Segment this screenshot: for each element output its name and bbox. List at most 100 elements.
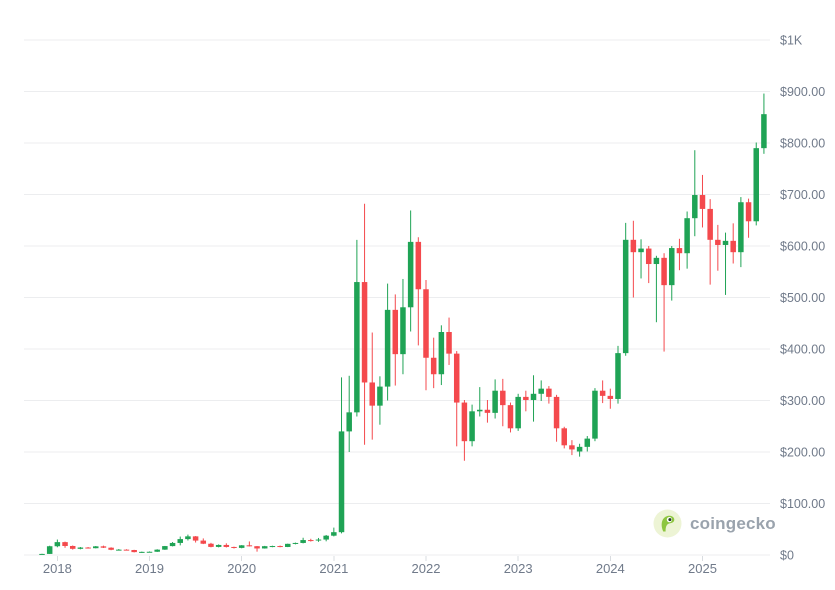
candle-2017-12[interactable]	[46, 545, 53, 554]
candle-2022-02[interactable]	[430, 337, 437, 389]
candle-2022-01[interactable]	[423, 279, 429, 391]
candle-2025-05[interactable]	[730, 223, 736, 264]
candle-2022-04[interactable]	[446, 317, 452, 365]
candle-2023-04[interactable]	[538, 380, 544, 402]
candle-2021-09[interactable]	[392, 294, 399, 386]
candle-2024-10[interactable]	[676, 238, 683, 271]
candle-2018-06[interactable]	[93, 545, 99, 549]
candle-2018-09[interactable]	[116, 549, 122, 551]
candle-2021-05[interactable]	[361, 203, 368, 445]
candle-2020-01[interactable]	[238, 545, 245, 549]
candle-2024-01[interactable]	[607, 388, 614, 409]
candle-2025-08[interactable]	[753, 142, 759, 226]
candle-2023-05[interactable]	[546, 386, 552, 404]
candle-2023-01[interactable]	[515, 393, 521, 431]
candle-2024-08[interactable]	[661, 253, 667, 352]
candle-2019-12[interactable]	[231, 546, 237, 549]
candle-2018-04[interactable]	[77, 547, 84, 550]
candle-2021-02[interactable]	[338, 377, 345, 534]
candle-2023-10[interactable]	[584, 436, 591, 452]
candle-2023-06[interactable]	[553, 394, 560, 442]
candle-2021-04[interactable]	[354, 239, 360, 417]
candle-2019-11[interactable]	[223, 543, 230, 548]
candle-2022-12[interactable]	[507, 402, 514, 433]
y-axis-label: $900.00	[780, 85, 825, 99]
candle-2022-05[interactable]	[453, 351, 460, 447]
candle-2020-07[interactable]	[285, 543, 291, 548]
candle-2018-10[interactable]	[123, 549, 130, 551]
candle-2022-08[interactable]	[477, 387, 483, 417]
candle-2020-08[interactable]	[292, 542, 299, 545]
candle-2019-04[interactable]	[169, 542, 176, 547]
candle-2025-04[interactable]	[722, 232, 729, 295]
candle-2025-09[interactable]	[761, 93, 767, 154]
candle-2023-11[interactable]	[592, 388, 598, 442]
candle-2020-10[interactable]	[308, 538, 314, 542]
x-axis-label: 2022	[412, 561, 441, 576]
candle-2021-06[interactable]	[369, 332, 375, 440]
candle-2021-01[interactable]	[331, 527, 337, 537]
candle-2023-12[interactable]	[599, 380, 606, 404]
candle-2022-11[interactable]	[500, 378, 506, 427]
candle-2020-05[interactable]	[269, 545, 276, 548]
candle-2020-02[interactable]	[246, 541, 253, 547]
candle-2018-03[interactable]	[69, 545, 76, 550]
y-axis-label: $400.00	[780, 343, 825, 357]
candle-2019-08[interactable]	[200, 538, 207, 545]
candle-2025-03[interactable]	[715, 224, 721, 271]
candle-2024-07[interactable]	[653, 255, 660, 323]
candle-2018-07[interactable]	[100, 545, 107, 548]
candle-2023-08[interactable]	[569, 440, 575, 456]
candle-2017-11[interactable]	[39, 553, 45, 555]
candle-2024-12[interactable]	[692, 150, 698, 237]
candle-2024-11[interactable]	[684, 211, 690, 269]
candle-2018-02[interactable]	[62, 541, 68, 548]
candle-2020-11[interactable]	[315, 537, 322, 542]
candle-2019-10[interactable]	[215, 544, 222, 548]
candle-2019-06[interactable]	[185, 534, 191, 541]
candle-2019-03[interactable]	[162, 545, 168, 550]
candle-2024-03[interactable]	[622, 222, 629, 356]
candle-2022-06[interactable]	[461, 399, 468, 461]
candle-2022-10[interactable]	[492, 379, 498, 419]
candle-2023-02[interactable]	[523, 390, 529, 412]
candle-2023-03[interactable]	[530, 375, 537, 422]
candle-2018-05[interactable]	[85, 547, 91, 549]
candle-2019-05[interactable]	[177, 536, 183, 546]
candle-2024-09[interactable]	[669, 246, 675, 301]
candle-2021-08[interactable]	[384, 283, 391, 401]
candle-2024-04[interactable]	[630, 220, 637, 298]
candle-2018-08[interactable]	[108, 547, 114, 551]
candle-2019-09[interactable]	[208, 542, 214, 548]
candle-2024-06[interactable]	[645, 246, 652, 284]
candle-2021-12[interactable]	[415, 237, 422, 346]
candle-2022-03[interactable]	[438, 325, 445, 386]
candle-2018-01[interactable]	[54, 539, 61, 548]
candle-2019-01[interactable]	[146, 551, 153, 553]
candle-2025-02[interactable]	[707, 199, 713, 285]
candle-2020-06[interactable]	[277, 545, 283, 548]
candle-2021-11[interactable]	[407, 210, 414, 332]
candle-2018-11[interactable]	[131, 549, 137, 553]
candle-2021-10[interactable]	[400, 278, 406, 375]
candle-2024-05[interactable]	[638, 239, 644, 279]
candle-2020-03[interactable]	[254, 546, 260, 552]
candle-2021-03[interactable]	[346, 375, 352, 452]
candle-2019-02[interactable]	[154, 549, 160, 552]
candle-2020-09[interactable]	[300, 537, 306, 544]
candle-2019-07[interactable]	[192, 536, 199, 543]
candle-2023-07[interactable]	[561, 426, 567, 449]
candle-2025-07[interactable]	[745, 198, 752, 238]
y-axis-label: $800.00	[780, 137, 825, 151]
candle-2025-01[interactable]	[699, 174, 706, 228]
candle-2024-02[interactable]	[615, 345, 621, 404]
candle-2020-04[interactable]	[261, 545, 268, 549]
candle-2022-07[interactable]	[469, 404, 475, 447]
candle-2018-12[interactable]	[139, 551, 145, 553]
candle-2022-09[interactable]	[484, 399, 491, 423]
candle-2020-12[interactable]	[323, 534, 329, 542]
candle-2021-07[interactable]	[377, 376, 383, 425]
candle-2025-06[interactable]	[738, 197, 744, 268]
candle-2023-09[interactable]	[576, 443, 583, 457]
